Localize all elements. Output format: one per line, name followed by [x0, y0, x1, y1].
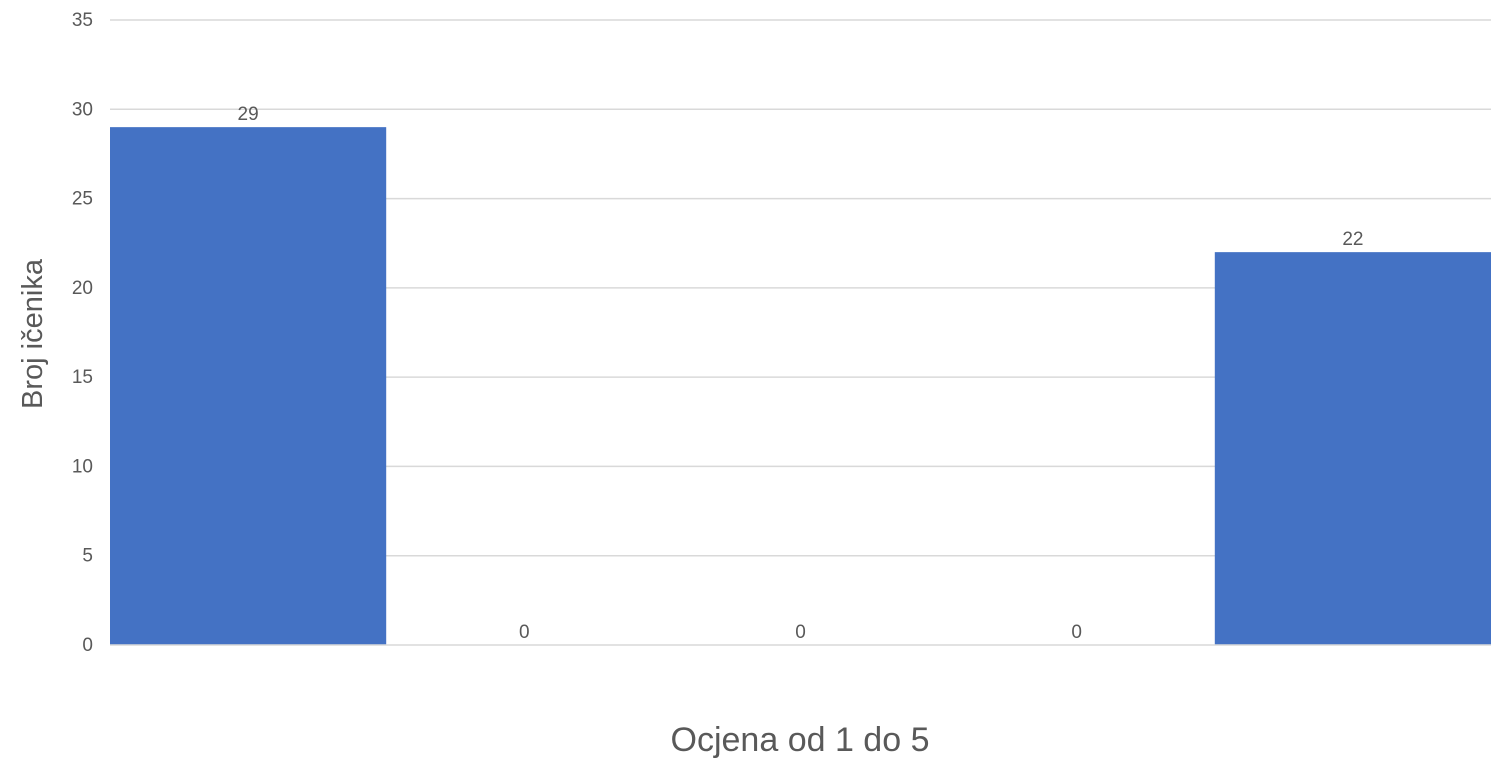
bar-data-label: 0: [795, 622, 806, 643]
y-tick-label: 10: [72, 456, 93, 477]
bar-data-label: 29: [238, 104, 259, 125]
bars: [110, 127, 1491, 645]
y-tick-label: 0: [82, 635, 93, 656]
y-tick-label: 5: [82, 546, 93, 567]
y-tick-label: 30: [72, 99, 93, 120]
bar: [1214, 252, 1491, 645]
y-tick-label: 15: [72, 367, 93, 388]
bar: [110, 127, 387, 645]
y-tick-label: 35: [72, 10, 93, 31]
y-tick-label: 25: [72, 189, 93, 210]
y-tick-labels: 0 5 10 15 20 25 30 35: [72, 10, 93, 656]
y-tick-label: 20: [72, 278, 93, 299]
bar-data-label: 0: [519, 622, 530, 643]
bar-data-label: 22: [1342, 229, 1363, 250]
bar-data-label: 0: [1071, 622, 1082, 643]
x-axis-title: Ocjena od 1 do 5: [671, 721, 930, 759]
data-labels: 29 0 0 0 22: [238, 104, 1364, 643]
y-axis-title: Broj ičenika: [17, 258, 49, 409]
